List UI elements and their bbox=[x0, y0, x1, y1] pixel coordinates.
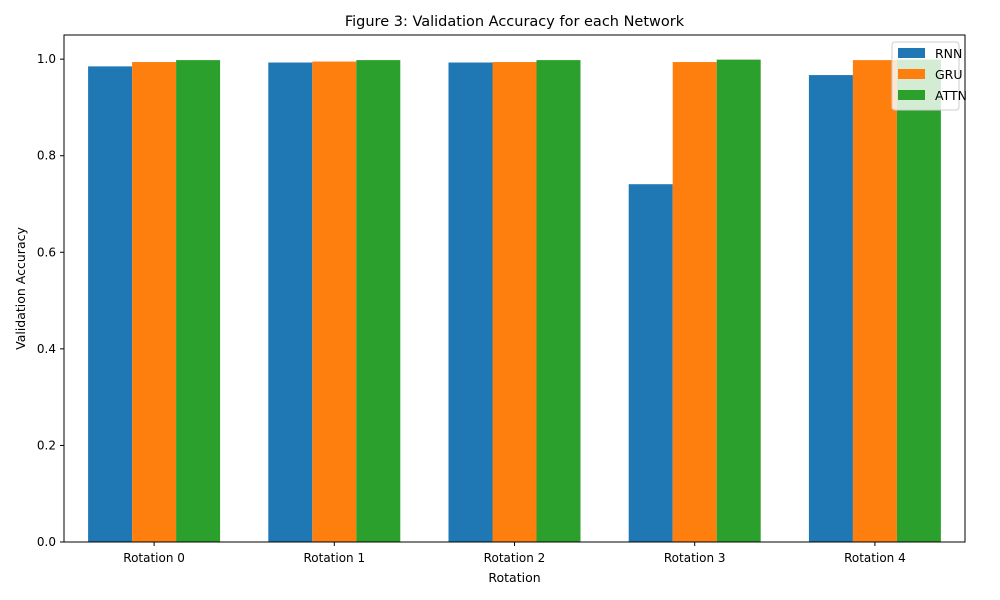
legend-swatch-attn bbox=[898, 90, 925, 100]
bar-rnn-2 bbox=[448, 62, 493, 542]
legend-label-attn: ATTN bbox=[935, 88, 967, 103]
x-tick-label: Rotation 3 bbox=[664, 551, 726, 565]
x-tick-label: Rotation 4 bbox=[844, 551, 906, 565]
legend-label-rnn: RNN bbox=[935, 46, 962, 61]
bar-gru-2 bbox=[492, 62, 537, 542]
y-tick-label: 0.8 bbox=[37, 149, 56, 163]
legend: RNN GRU ATTN bbox=[891, 41, 967, 111]
bar-rnn-1 bbox=[268, 62, 313, 542]
bar-attn-0 bbox=[176, 60, 221, 542]
y-tick-label: 0.0 bbox=[37, 535, 56, 549]
axes-group: Rotation 0 Rotation 1 Rotation 2 Rotation 3… bbox=[37, 34, 966, 565]
bar-rnn-0 bbox=[88, 66, 133, 542]
y-tick-label: 0.6 bbox=[37, 245, 56, 259]
y-tick-label: 1.0 bbox=[37, 52, 56, 66]
bar-gru-1 bbox=[312, 61, 357, 543]
bar-rnn-4 bbox=[808, 75, 853, 542]
legend-label-gru: GRU bbox=[935, 67, 963, 82]
bar-rnn-3 bbox=[628, 184, 673, 542]
y-tick-label: 0.2 bbox=[37, 438, 56, 452]
bar-attn-3 bbox=[716, 59, 761, 543]
x-tick-label: Rotation 2 bbox=[484, 551, 546, 565]
legend-swatch-gru bbox=[898, 69, 925, 79]
plot-frame bbox=[63, 34, 966, 543]
bars-group bbox=[88, 59, 941, 543]
bar-attn-2 bbox=[536, 60, 581, 542]
x-axis-label: Rotation bbox=[488, 570, 540, 585]
bar-attn-4 bbox=[896, 59, 941, 543]
bar-gru-3 bbox=[672, 62, 717, 542]
x-tick-label: Rotation 1 bbox=[303, 551, 365, 565]
bar-attn-1 bbox=[356, 60, 401, 542]
bar-gru-4 bbox=[852, 60, 897, 542]
y-tick-label: 0.4 bbox=[37, 342, 56, 356]
chart-title: Figure 3: Validation Accuracy for each N… bbox=[345, 14, 685, 30]
legend-swatch-rnn bbox=[898, 48, 925, 58]
x-tick-label: Rotation 0 bbox=[123, 551, 185, 565]
y-axis-label: Validation Accuracy bbox=[13, 227, 28, 350]
bar-gru-0 bbox=[132, 62, 177, 542]
